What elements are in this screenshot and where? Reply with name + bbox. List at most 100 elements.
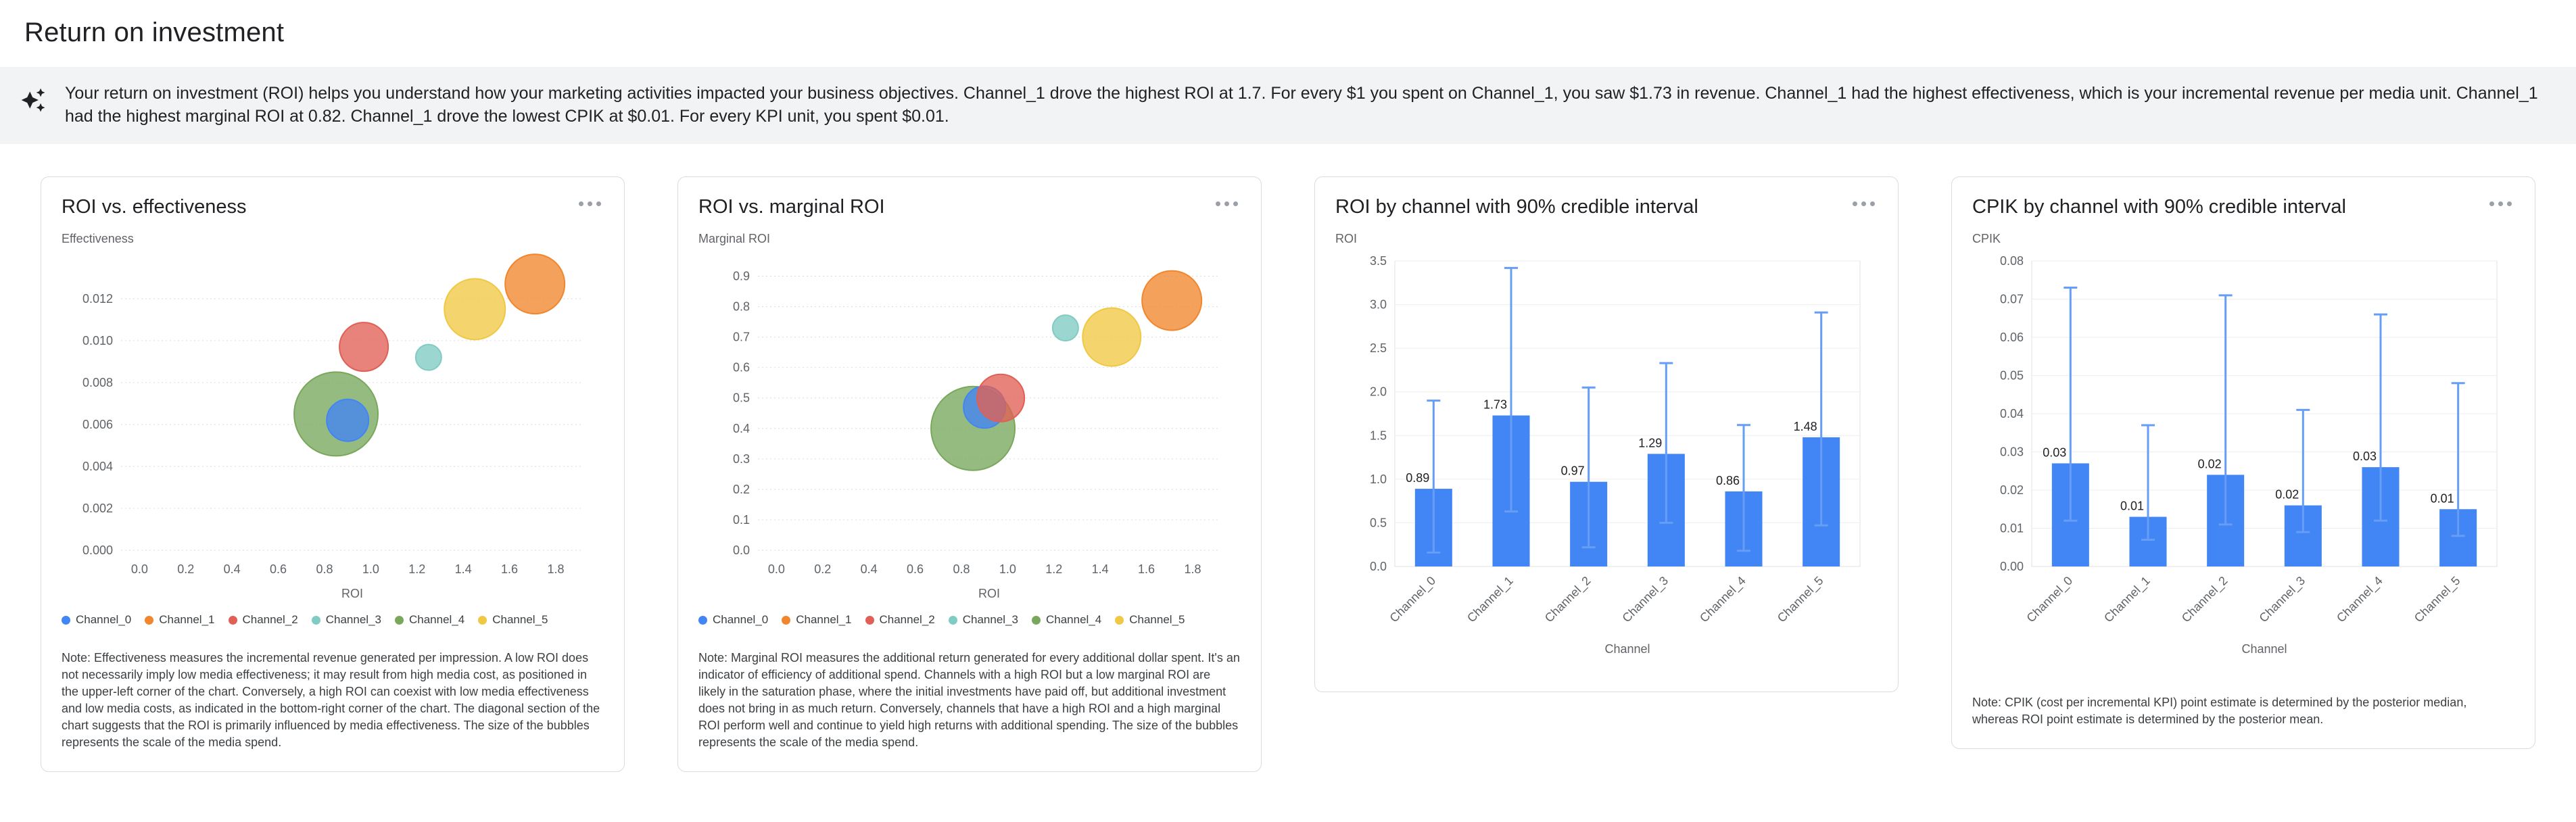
y-axis-unit-label: Marginal ROI (698, 232, 771, 245)
more-options-icon[interactable] (2487, 195, 2514, 213)
x-tick-label: 0.0 (131, 562, 148, 576)
more-options-icon[interactable] (576, 195, 604, 213)
chart-legend: Channel_0 Channel_1 Channel_2 Channel_3 Chan… (62, 613, 604, 627)
insights-icon (20, 87, 46, 116)
legend-item-channel_1: Channel_1 (782, 613, 852, 627)
bar-value-label: 0.89 (1406, 471, 1429, 485)
x-tick-label: Channel_4 (1697, 574, 1748, 625)
legend-label: Channel_3 (325, 613, 381, 626)
bar-value-label: 1.73 (1483, 398, 1507, 412)
card-roi-vs-effectiveness: ROI vs. effectiveness Effectiveness 0.00… (41, 176, 625, 772)
y-tick-label: 0.8 (733, 300, 750, 314)
x-tick-label: Channel_5 (2412, 574, 2463, 625)
legend-swatch (62, 615, 70, 625)
y-tick-label: 2.0 (1370, 385, 1387, 399)
x-tick-label: Channel_2 (1542, 574, 1594, 625)
more-options-icon[interactable] (1213, 195, 1241, 213)
x-tick-label: 1.6 (501, 562, 518, 576)
legend-item-channel_3: Channel_3 (948, 613, 1018, 627)
x-tick-label: 1.0 (999, 562, 1016, 576)
insight-text: Your return on investment (ROI) helps yo… (65, 84, 2538, 126)
bar-value-label: 0.01 (2431, 491, 2454, 505)
x-tick-label: 1.2 (1045, 562, 1062, 576)
x-tick-label: 0.4 (224, 562, 241, 576)
x-tick-label: 0.6 (907, 562, 924, 576)
y-axis-unit-label: CPIK (1972, 232, 2001, 245)
x-tick-label: 1.8 (547, 562, 564, 576)
x-tick-label: 0.8 (953, 562, 970, 576)
legend-label: Channel_2 (242, 613, 298, 626)
x-tick-label: 0.0 (768, 562, 785, 576)
legend-label: Channel_2 (879, 613, 935, 626)
y-tick-label: 0.002 (82, 502, 113, 515)
x-tick-label: 1.8 (1184, 562, 1201, 576)
roi-vs-effectiveness-plot: 0.000 0.002 0.004 0.006 0.008 0.010 0.012 0.0 0.… (82, 253, 583, 600)
y-tick-label: 0.07 (2000, 293, 2024, 306)
bar-value-label: 0.03 (2353, 450, 2377, 463)
y-tick-label: 0.08 (2000, 254, 2024, 268)
legend-item-channel_4: Channel_4 (395, 613, 464, 627)
y-tick-label: 0.06 (2000, 331, 2024, 344)
legend-swatch (1032, 615, 1041, 625)
x-tick-label: Channel_2 (2179, 574, 2231, 625)
charts-row: ROI vs. effectiveness Effectiveness 0.00… (0, 176, 2576, 772)
y-axis-unit-label: ROI (1335, 232, 1358, 245)
legend-label: Channel_5 (1129, 613, 1185, 626)
cpik-by-channel-plot: 0.00 0.01 0.02 0.03 0.04 0.05 0.06 0.07 0.08 0.03… (2000, 254, 2498, 656)
y-tick-label: 0.04 (2000, 407, 2024, 420)
chart-note: Note: CPIK (cost per incremental KPI) po… (1972, 696, 2467, 726)
legend-swatch (228, 615, 237, 625)
bubble-channel_2 (339, 322, 389, 372)
y-tick-label: 1.5 (1370, 429, 1387, 442)
legend-label: Channel_3 (962, 613, 1018, 626)
x-tick-label: 1.4 (1092, 562, 1109, 576)
bar-value-label: 0.97 (1561, 464, 1585, 478)
y-tick-label: 0.012 (82, 292, 113, 306)
legend-item-channel_3: Channel_3 (311, 613, 381, 627)
x-tick-label: Channel_4 (2334, 574, 2385, 625)
page-title: Return on investment (24, 18, 285, 47)
y-tick-label: 0.00 (2000, 560, 2024, 573)
roi-vs-marginal-roi-chart: 0.0 0.1 0.2 0.3 0.4 0.5 0.6 0.7 0.8 0.9 0.0 0.2 0.4 0… (698, 249, 1241, 610)
y-tick-label: 0.9 (733, 270, 750, 283)
y-tick-label: 1.0 (1370, 473, 1387, 486)
x-axis-title: ROI (978, 587, 1000, 600)
x-tick-label: Channel_0 (2024, 574, 2075, 625)
card-roi-by-channel: ROI by channel with 90% credible interva… (1314, 176, 1899, 692)
x-tick-label: 1.6 (1138, 562, 1155, 576)
page-header: Return on investment (0, 0, 2576, 67)
y-tick-label: 0.5 (733, 391, 750, 405)
bubble-channel_5 (1082, 307, 1142, 367)
bar-value-label: 0.03 (2043, 445, 2066, 459)
insight-banner: Your return on investment (ROI) helps yo… (0, 67, 2576, 144)
y-tick-label: 2.5 (1370, 341, 1387, 355)
y-tick-label: 0.008 (82, 376, 113, 389)
x-tick-label: 0.2 (177, 562, 194, 576)
y-tick-label: 0.01 (2000, 522, 2024, 535)
card-roi-vs-marginal-roi: ROI vs. marginal ROI Marginal ROI 0.0 0.1… (677, 176, 1262, 772)
legend-swatch (145, 615, 154, 625)
chart-title: ROI by channel with 90% credible interva… (1335, 196, 1698, 218)
bubble-channel_1 (1141, 270, 1203, 331)
bubble-channel_3 (414, 343, 442, 371)
roi-by-channel-plot: 0.0 0.5 1.0 1.5 2.0 2.5 3.0 3.5 0.89 Channel_0 1.7… (1370, 254, 1861, 656)
x-axis-title: Channel (1604, 642, 1650, 656)
y-tick-label: 0.010 (82, 334, 113, 347)
legend-item-channel_5: Channel_5 (1115, 613, 1185, 627)
x-tick-label: Channel_1 (1464, 574, 1516, 625)
card-cpik-by-channel: CPIK by channel with 90% credible interv… (1951, 176, 2535, 749)
roi-vs-effectiveness-chart: 0.000 0.002 0.004 0.006 0.008 0.010 0.012 0.0 0.… (62, 249, 604, 610)
y-tick-label: 0.000 (82, 543, 113, 557)
bar-value-label: 0.02 (2275, 488, 2299, 502)
more-options-icon[interactable] (1850, 195, 1878, 213)
legend-swatch (1115, 615, 1124, 625)
legend-label: Channel_5 (492, 613, 548, 626)
y-tick-label: 3.0 (1370, 298, 1387, 312)
x-tick-label: 0.2 (814, 562, 831, 576)
legend-label: Channel_1 (796, 613, 852, 626)
legend-item-channel_2: Channel_2 (228, 613, 298, 627)
chart-note: Note: Marginal ROI measures the addition… (698, 651, 1240, 749)
legend-item-channel_2: Channel_2 (865, 613, 935, 627)
x-tick-label: Channel_5 (1775, 574, 1826, 625)
bubble-channel_5 (444, 278, 506, 341)
